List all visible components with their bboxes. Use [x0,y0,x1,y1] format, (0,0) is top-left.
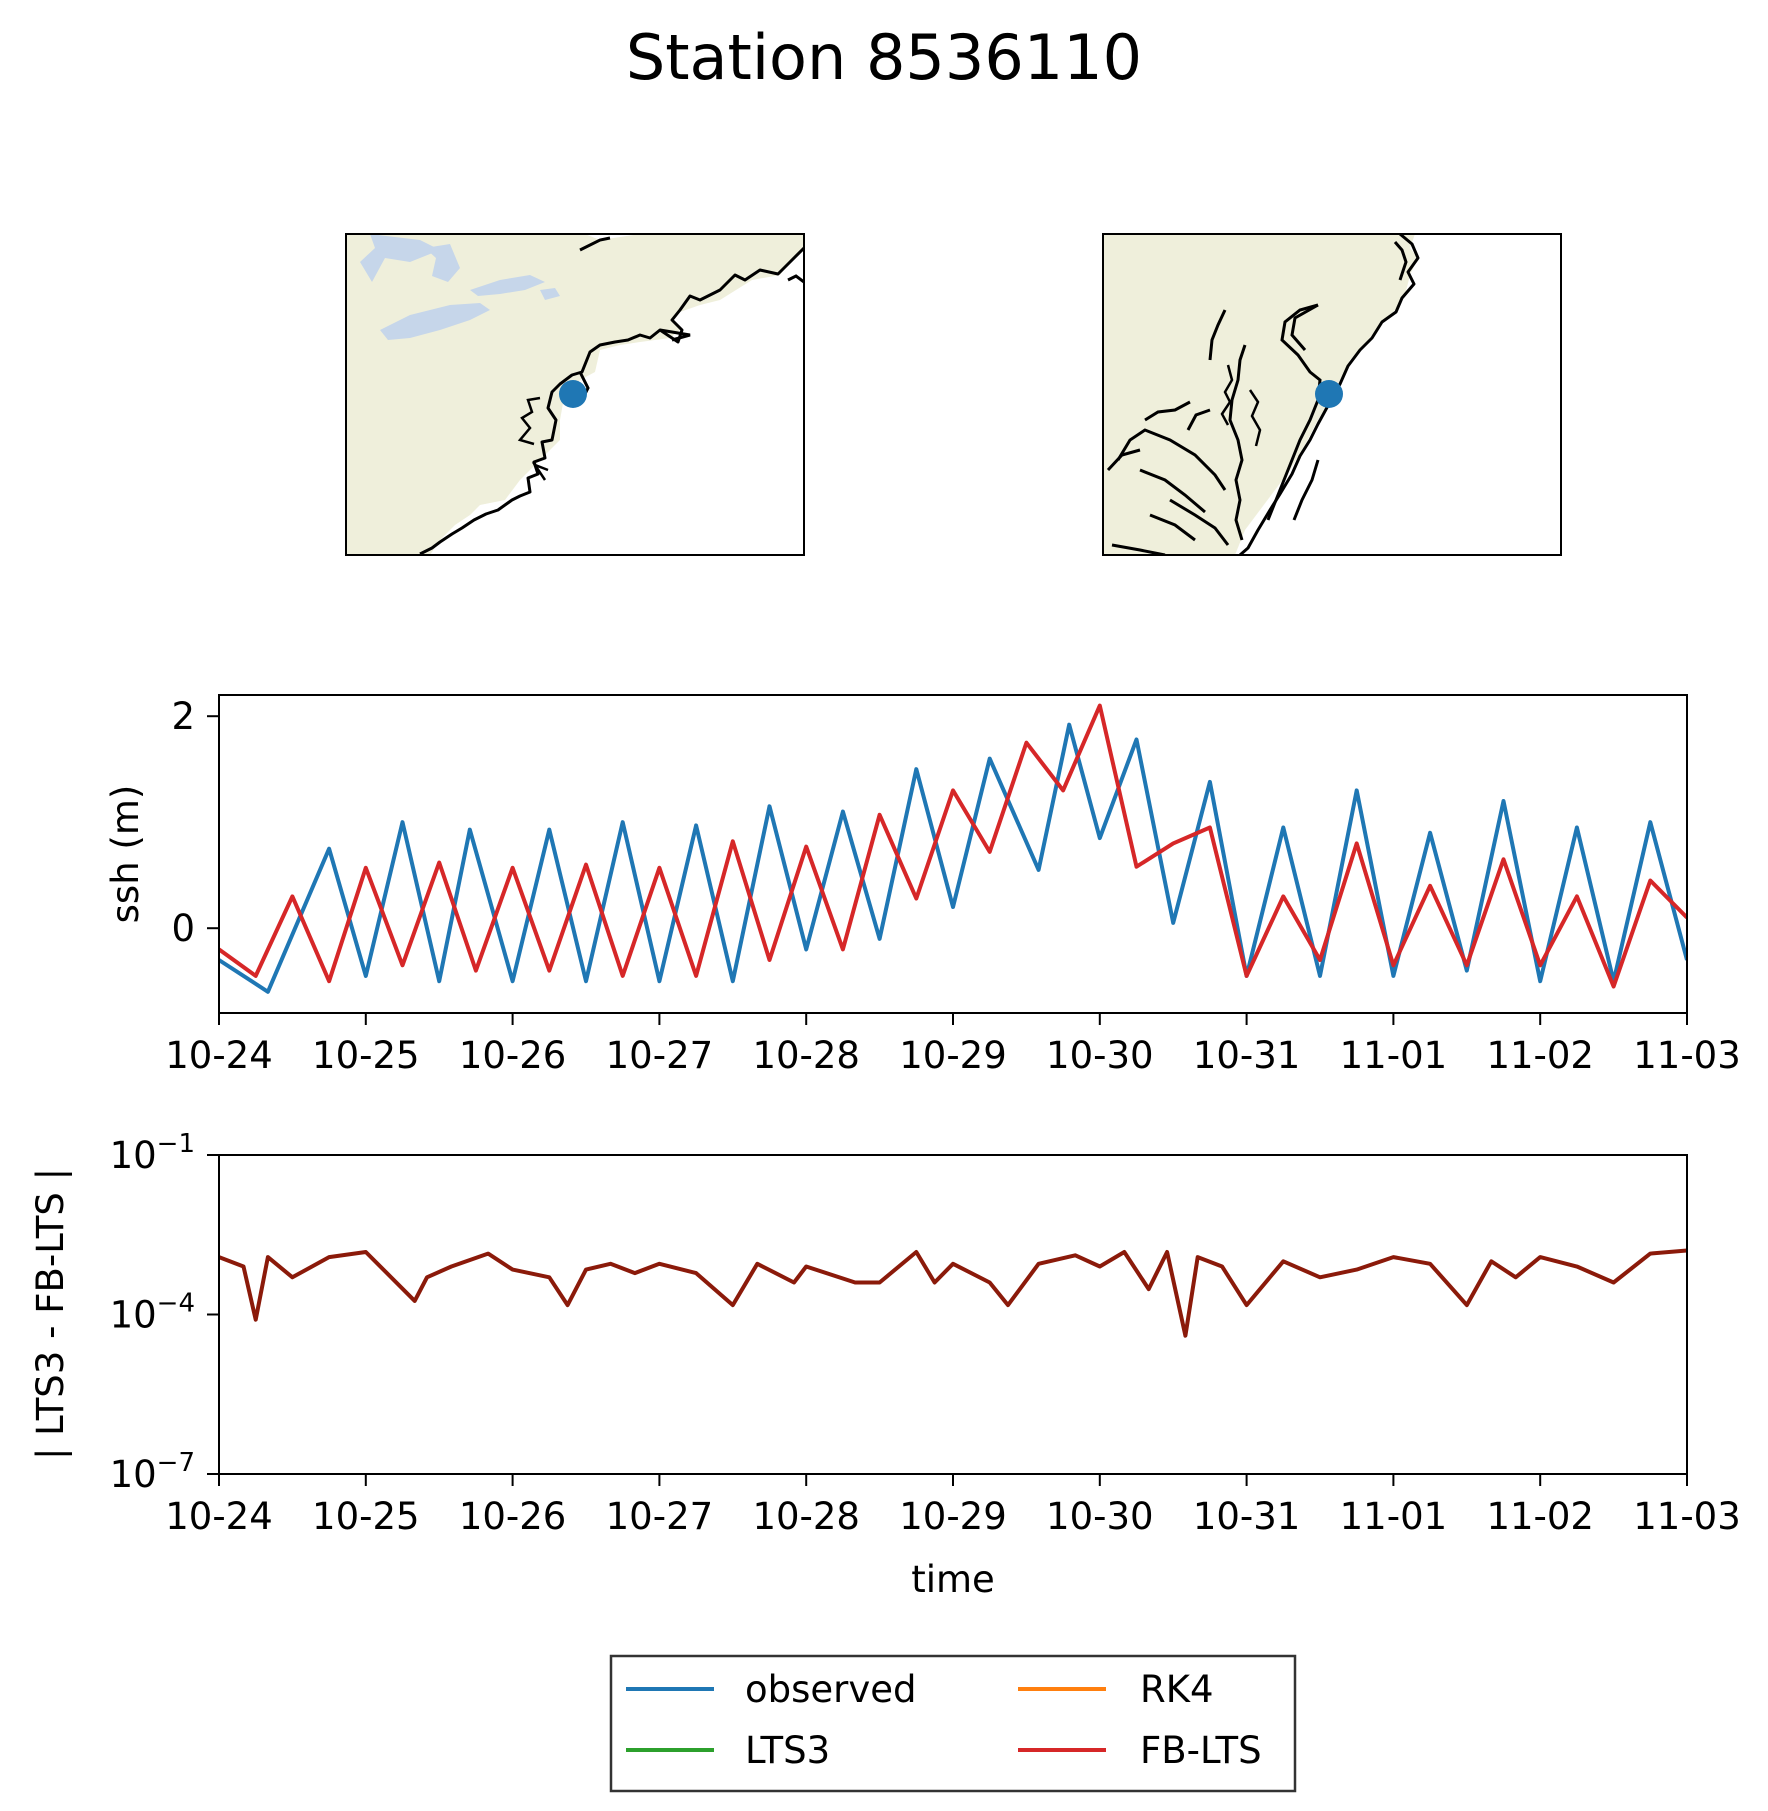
difference-xtick-label: 10-25 [312,1495,420,1538]
ssh-series-fb-lts [219,703,1687,989]
difference-xtick-label: 11-03 [1633,1495,1741,1538]
map-zoom-land [1103,234,1418,555]
map-zoom-station-marker [1315,380,1343,408]
map-zoom [1102,233,1562,556]
difference-ytick-label: 10−4 [110,1289,195,1337]
ssh-xtick-label: 10-29 [899,1034,1007,1077]
difference-ytick-label: 10−1 [110,1129,195,1177]
ssh-xtick-label: 10-24 [165,1034,273,1077]
difference-xtick-label: 10-31 [1193,1495,1301,1538]
ssh-xtick-label: 10-27 [606,1034,714,1077]
difference-ytick-label: 10−7 [110,1448,195,1496]
legend-label-rk4: RK4 [1140,1668,1214,1711]
ssh-axes: 10-24 10-25 10-26 10-27 10-28 10-29 10-30 10-31… [104,694,1741,1077]
map-overview [345,233,805,556]
legend-label-lts3: LTS3 [745,1729,830,1772]
ssh-ylabel: ssh (m) [104,785,147,924]
difference-xtick-label: 11-01 [1340,1495,1448,1538]
ssh-xtick-label: 10-31 [1193,1034,1301,1077]
legend-label-observed: observed [745,1668,917,1711]
ssh-xtick-label: 10-28 [752,1034,860,1077]
legend-label-fb-lts: FB-LTS [1140,1729,1262,1772]
difference-xtick-label: 10-30 [1046,1495,1154,1538]
figure-title: Station 8536110 [626,21,1142,94]
ssh-xtick-label: 10-30 [1046,1034,1154,1077]
difference-axes: 10-24 10-25 10-26 10-27 10-28 10-29 10-30 10-31… [29,1129,1741,1601]
difference-xtick-label: 10-28 [752,1495,860,1538]
legend: observed RK4 LTS3 FB-LTS [609,1654,1297,1793]
difference-xtick-label: 10-24 [165,1495,273,1538]
difference-xtick-label: 11-02 [1486,1495,1594,1538]
difference-xtick-label: 10-29 [899,1495,1007,1538]
ssh-ytick-label: 2 [171,695,195,738]
ssh-ytick-label: 0 [171,907,195,950]
map-overview-coastline [419,246,804,555]
ssh-xtick-label: 10-25 [312,1034,420,1077]
ssh-xtick-label: 11-01 [1340,1034,1448,1077]
difference-xtick-label: 10-27 [606,1495,714,1538]
ssh-xtick-label: 11-03 [1633,1034,1741,1077]
map-overview-station-marker [559,380,587,408]
difference-series-lts3-fb-lts [219,1248,1687,1338]
ssh-series-observed [219,722,1687,994]
difference-ylabel: | LTS3 - FB-LTS | [29,1168,72,1460]
difference-xtick-label: 10-26 [459,1495,567,1538]
ssh-xtick-label: 11-02 [1486,1034,1594,1077]
difference-xlabel: time [911,1558,995,1601]
ssh-xtick-label: 10-26 [459,1034,567,1077]
